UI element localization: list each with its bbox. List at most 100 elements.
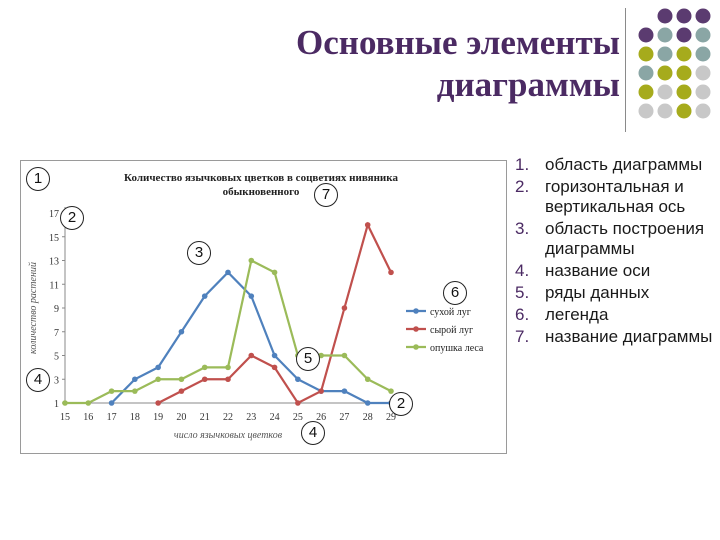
decorative-dot [638,65,654,81]
x-tick-label: 18 [130,412,140,423]
data-point [178,388,185,394]
decorative-dot [676,65,692,81]
list-item-text: легенда [545,305,609,324]
data-point [155,364,161,371]
data-point [388,269,394,276]
decorative-dot [695,65,711,81]
callout-badge-axis: 2 [60,206,84,230]
x-tick-label: 27 [339,412,349,423]
x-tick-label: 25 [293,412,303,423]
data-point [341,388,348,394]
decorative-dot [657,46,673,62]
list-item-number: 1. [515,155,530,174]
x-tick-label: 23 [246,412,256,423]
list-item-number: 4. [515,261,530,280]
y-axis-title: количество растений [28,262,39,354]
slide-title: Основные элементы диаграммы [140,22,620,106]
list-item: 1. область диаграммы [515,155,715,175]
decorative-dot [676,84,692,100]
y-tick-label: 13 [49,257,59,268]
decorative-dot [638,27,654,43]
x-tick-label: 29 [386,412,396,423]
data-point [155,376,161,383]
data-point [364,222,371,228]
decorative-dot [695,46,711,62]
data-point [364,400,371,406]
list-item-number: 7. [515,327,530,346]
data-point [248,257,255,264]
callout-badge-plot-area: 3 [187,241,211,265]
x-tick-label: 20 [176,412,186,423]
data-point [248,293,255,299]
data-point [178,376,185,383]
data-point [108,400,115,406]
legend-label: сырой луг [430,325,473,336]
data-point [364,376,371,383]
callout-badge-axis-title: 4 [26,368,50,392]
list-item: 4. название оси [515,261,715,281]
data-point [85,400,92,406]
data-point [225,364,231,371]
data-point [388,388,394,394]
data-point [201,364,208,371]
data-point [295,376,301,383]
x-tick-label: 26 [316,412,326,423]
data-point [155,400,161,406]
legend-label: опушка леса [430,343,484,354]
data-point [178,328,185,335]
elements-list: 1. область диаграммы 2. горизонтальная и в… [515,155,715,349]
list-item-text: название диаграммы [545,327,713,346]
decorative-dot [657,84,673,100]
decorative-dot [695,27,711,43]
list-item-text: горизонтальная и вертикальная ось [545,177,686,216]
y-tick-label: 17 [49,209,59,220]
decorative-dot [676,8,692,24]
callout-badge-data-series: 5 [296,347,320,371]
decorative-dot [657,8,673,24]
list-item-number: 3. [515,219,530,238]
decorative-dot [695,103,711,119]
decorative-dot [657,65,673,81]
data-point [248,352,255,359]
y-tick-label: 9 [54,304,59,315]
decorative-dot [676,103,692,119]
list-item-text: название оси [545,261,651,280]
decorative-dot [638,103,654,119]
legend-swatch-marker [413,326,419,332]
decorative-dot-grid [638,8,711,119]
list-item-text: область диаграммы [545,155,703,174]
x-tick-label: 21 [200,412,210,423]
y-tick-label: 1 [54,399,59,410]
data-point [341,305,348,311]
data-point [225,269,231,276]
y-tick-label: 15 [49,233,59,244]
chart-title-line: Количество язычковых цветков в соцветиях… [124,172,398,184]
y-tick-label: 5 [54,352,59,363]
data-point [271,364,278,371]
legend-swatch-marker [413,344,419,350]
chart-area: Количество язычковых цветков в соцветиях… [20,160,507,454]
decorative-dot [657,103,673,119]
y-tick-label: 3 [54,375,59,386]
data-point [132,388,138,394]
y-tick-label: 11 [49,280,59,291]
list-item: 6. легенда [515,305,715,325]
data-point [132,376,138,383]
divider-line [625,8,626,132]
chart-title-line: обыкновенного [223,186,300,198]
slide-title-line1: Основные элементы [296,23,620,62]
list-item: 3. область построения диаграммы [515,219,715,259]
decorative-dot [695,84,711,100]
chart-title: Количество язычковых цветков в соцветиях… [124,172,398,198]
callout-badge-chart-area: 1 [26,167,50,191]
line-chart: Количество язычковых цветков в соцветиях… [28,172,484,441]
x-tick-label: 15 [60,412,70,423]
callout-badge-axis-title-x: 4 [301,421,325,445]
callout-badge-axis-x: 2 [389,392,413,416]
decorative-dot [676,27,692,43]
decorative-dot [657,27,673,43]
x-tick-label: 28 [363,412,373,423]
decorative-dot [638,46,654,62]
x-tick-label: 16 [83,412,93,423]
data-point [201,293,208,299]
